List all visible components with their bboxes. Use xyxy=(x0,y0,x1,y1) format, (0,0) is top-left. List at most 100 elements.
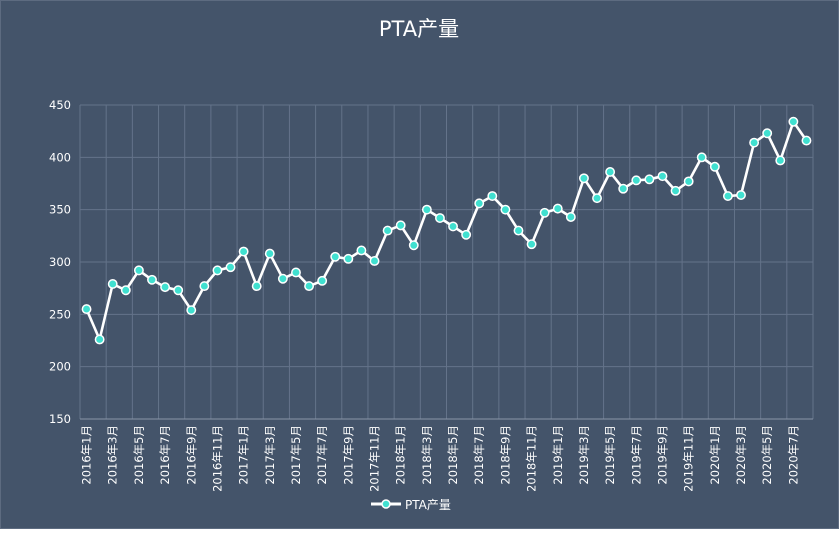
x-tick-label: 2017年3月 xyxy=(263,425,277,485)
y-tick-label: 200 xyxy=(49,360,71,374)
y-tick-label: 450 xyxy=(49,98,71,112)
x-tick-label: 2019年9月 xyxy=(655,425,669,485)
data-point xyxy=(788,116,799,127)
x-tick-label: 2016年5月 xyxy=(132,425,146,485)
x-tick-label: 2016年1月 xyxy=(80,425,94,485)
data-point xyxy=(199,281,210,292)
data-point xyxy=(369,256,380,266)
data-point xyxy=(709,161,720,172)
data-point xyxy=(631,175,642,186)
data-point xyxy=(81,304,92,315)
x-tick-label: 2018年7月 xyxy=(472,425,486,485)
data-point xyxy=(605,167,616,177)
x-tick-label: 2018年1月 xyxy=(394,425,408,485)
legend-label: PTA产量 xyxy=(405,498,451,512)
data-point xyxy=(435,213,445,223)
data-point xyxy=(330,251,341,262)
data-point xyxy=(304,281,315,292)
data-point xyxy=(801,135,812,146)
x-tick-label: 2017年7月 xyxy=(315,425,329,485)
x-tick-label: 2019年7月 xyxy=(629,425,643,485)
data-point xyxy=(448,221,458,232)
data-point xyxy=(277,273,288,284)
legend-marker-swatch xyxy=(381,499,391,509)
data-point xyxy=(356,245,367,256)
x-tick-label: 2018年9月 xyxy=(498,425,512,485)
data-point xyxy=(395,220,406,231)
data-point xyxy=(578,173,589,184)
data-point xyxy=(749,137,760,148)
x-tick-label: 2016年7月 xyxy=(158,425,172,485)
x-tick-label: 2017年11月 xyxy=(368,425,382,492)
data-point xyxy=(382,225,393,236)
y-tick-label: 150 xyxy=(49,412,71,426)
x-tick-label: 2020年5月 xyxy=(760,425,774,485)
data-point xyxy=(408,240,419,251)
data-point xyxy=(160,282,171,293)
data-point xyxy=(736,190,746,200)
x-tick-label: 2017年9月 xyxy=(341,425,355,485)
data-point xyxy=(107,279,118,289)
x-tick-label: 2018年5月 xyxy=(446,425,460,485)
data-point xyxy=(644,174,655,185)
chart-title: PTA产量 xyxy=(379,17,459,41)
data-point xyxy=(618,183,629,194)
x-tick-label: 2016年9月 xyxy=(184,425,198,485)
data-point xyxy=(317,275,328,286)
x-tick-label: 2019年3月 xyxy=(577,425,591,485)
data-point xyxy=(461,229,472,240)
data-point xyxy=(421,204,432,215)
y-axis-tick-labels: 150 200 250 300 350 400 450 xyxy=(49,98,71,426)
data-point xyxy=(133,265,144,276)
data-point xyxy=(120,285,131,296)
data-point xyxy=(513,225,524,236)
data-point xyxy=(238,246,249,257)
data-point xyxy=(722,191,733,202)
data-point xyxy=(225,262,236,273)
data-point xyxy=(186,305,197,316)
x-tick-label: 2018年3月 xyxy=(420,425,434,485)
y-tick-label: 350 xyxy=(49,203,71,217)
data-point xyxy=(552,203,563,214)
y-tick-label: 300 xyxy=(49,255,71,269)
data-point xyxy=(762,128,773,139)
x-tick-label: 2018年11月 xyxy=(525,425,539,492)
data-point xyxy=(539,207,550,218)
data-point xyxy=(526,239,537,250)
data-point xyxy=(592,193,602,204)
x-tick-label: 2017年1月 xyxy=(237,425,251,485)
data-point xyxy=(474,198,485,209)
x-tick-label: 2020年1月 xyxy=(708,425,722,485)
data-point xyxy=(696,152,707,163)
data-point xyxy=(264,248,275,259)
data-point xyxy=(147,274,157,285)
x-tick-label: 2019年11月 xyxy=(682,425,696,492)
y-tick-label: 400 xyxy=(49,150,71,164)
legend: PTA产量 xyxy=(371,498,451,512)
x-tick-label: 2020年7月 xyxy=(786,425,800,485)
data-point xyxy=(500,204,511,215)
x-axis-tick-labels: 2016年1月 2016年3月 2016年5月 2016年7月 2016年9月 2016年… xyxy=(80,425,801,492)
x-tick-label: 2016年3月 xyxy=(106,425,120,485)
data-point xyxy=(775,155,786,166)
x-tick-label: 2019年5月 xyxy=(603,425,617,485)
data-point xyxy=(670,185,681,196)
data-point xyxy=(343,253,354,264)
data-point xyxy=(657,171,668,182)
series-pta-output xyxy=(81,116,812,345)
y-tick-label: 250 xyxy=(49,307,71,321)
data-point xyxy=(291,267,301,278)
x-tick-label: 2016年11月 xyxy=(210,425,224,492)
x-tick-label: 2019年1月 xyxy=(551,425,565,485)
data-point xyxy=(683,176,694,187)
grid-lines xyxy=(79,104,814,420)
x-tick-label: 2017年5月 xyxy=(289,425,303,485)
data-point xyxy=(94,334,105,345)
data-point xyxy=(251,281,262,292)
data-point xyxy=(173,285,184,296)
data-point xyxy=(487,191,498,202)
data-point xyxy=(565,212,576,222)
data-point xyxy=(212,265,223,276)
